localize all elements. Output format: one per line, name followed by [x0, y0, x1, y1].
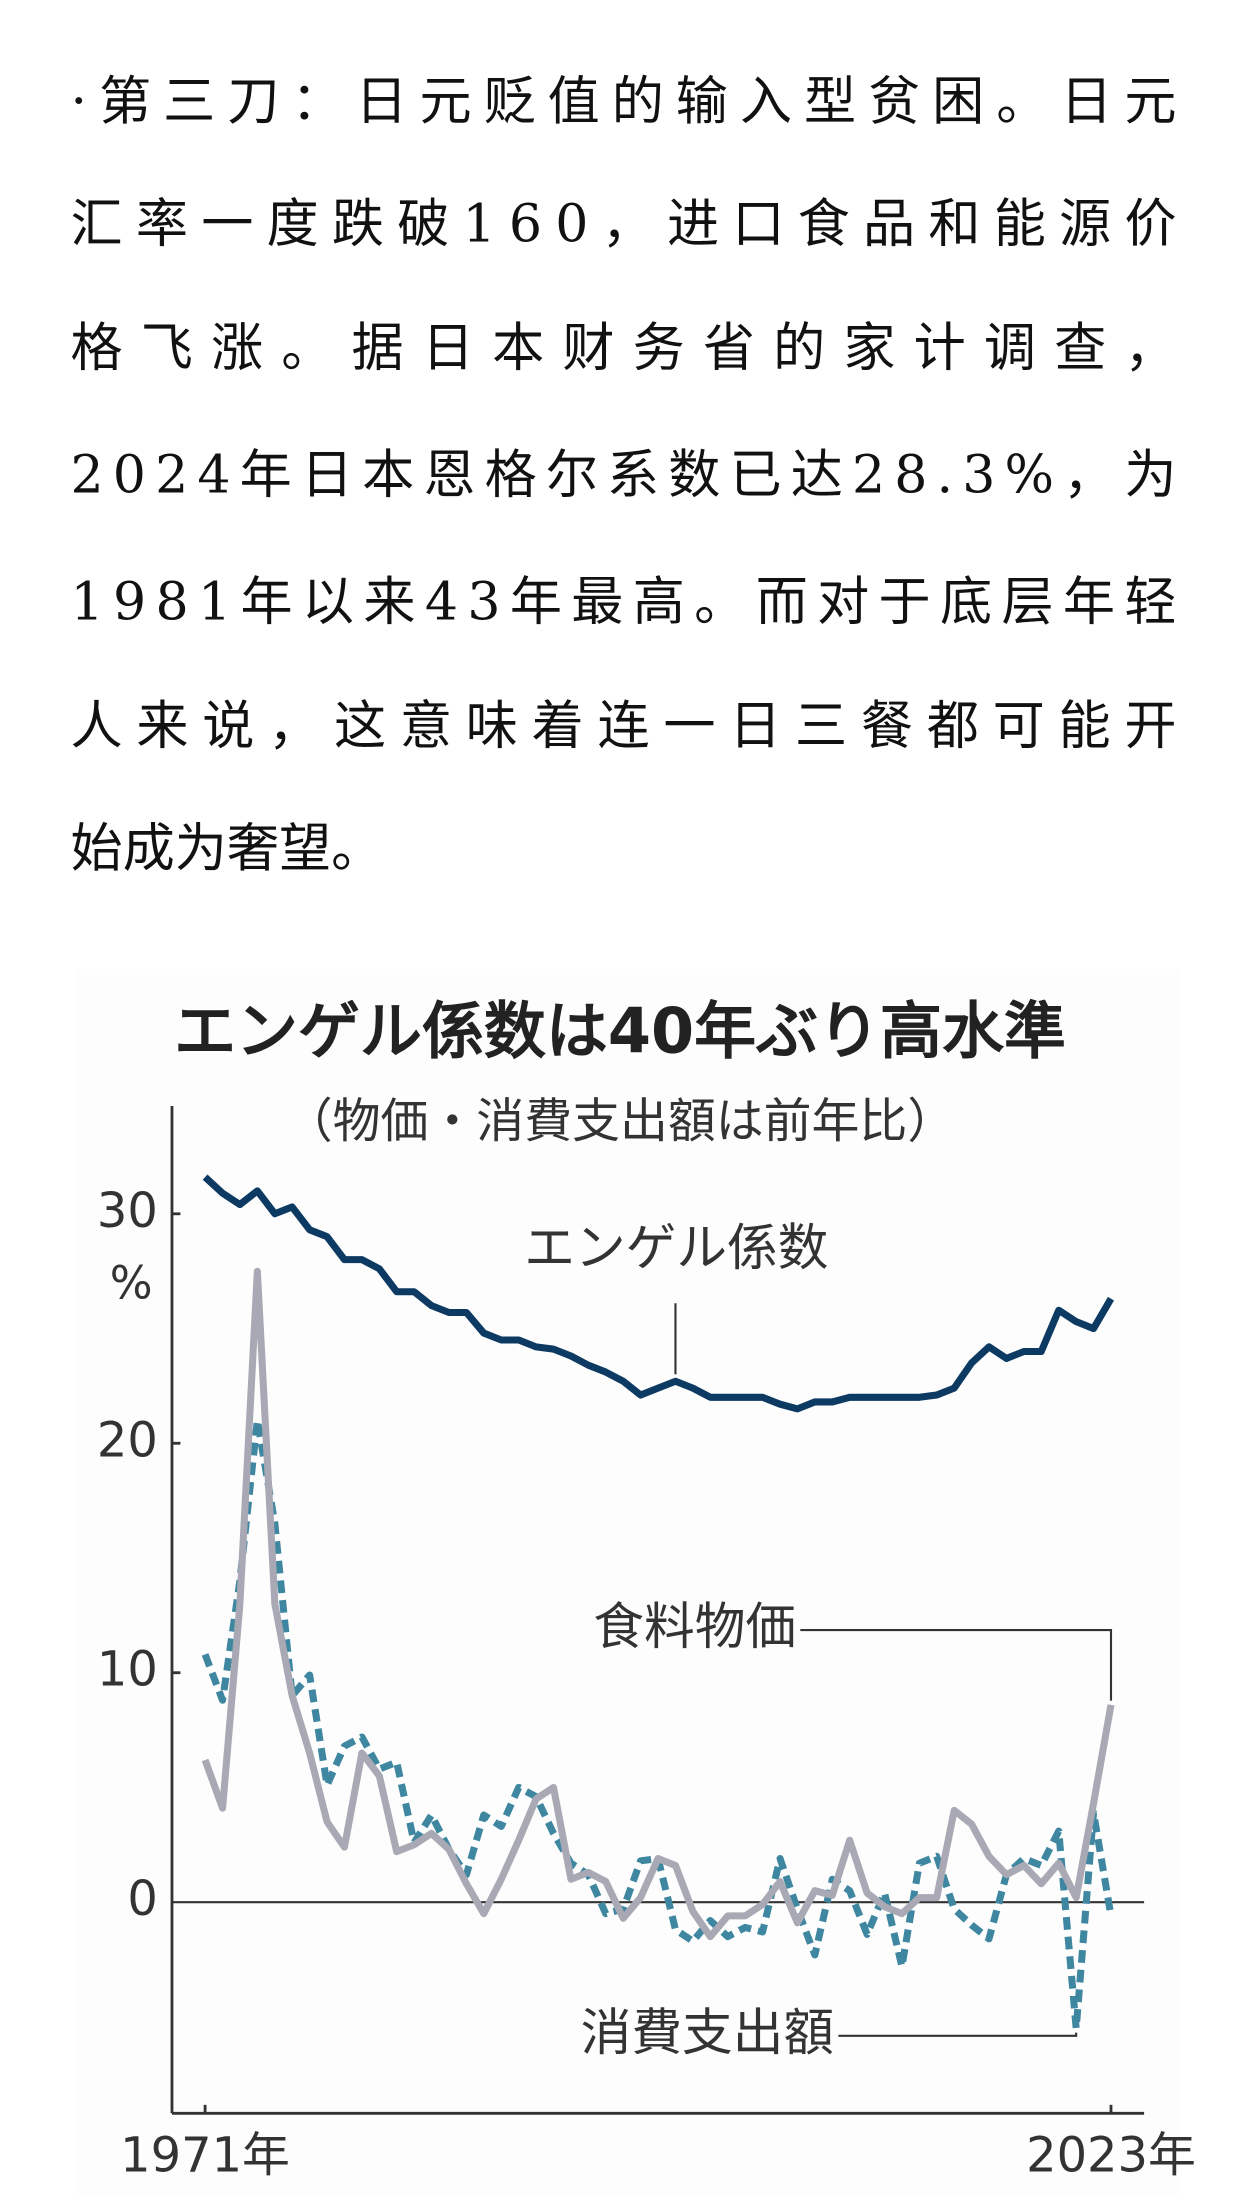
series-label: 食料物価 [593, 1597, 796, 1656]
paragraph-line: 人来说，这意味着连一日三餐都可能开 [71, 696, 1177, 756]
chart-subtitle: （物価・消費支出額は前年比） [285, 1094, 955, 1149]
y-unit: % [110, 1256, 153, 1309]
series-line [202, 1174, 1115, 1413]
series-label: エンゲル係数 [524, 1218, 828, 1277]
y-tick-label: 20 [97, 1413, 158, 1468]
paragraph-line: ·第三刀：日元贬值的输入型贫困。日元 [71, 72, 1177, 132]
paragraph-line: 2024年日本恩格尔系数已达28.3%，为 [71, 446, 1177, 506]
chart-background [77, 969, 1181, 2195]
series-label: 消費支出額 [581, 2003, 835, 2062]
leader-line [838, 2032, 1078, 2037]
y-tick-label: 10 [97, 1643, 158, 1698]
y-tick-label: 30 [97, 1184, 158, 1239]
x-tick-label: 1971年 [120, 2128, 290, 2183]
x-tick-label: 2023年 [1026, 2128, 1196, 2183]
paragraph-line: 汇率一度跌破160，进口食品和能源价 [71, 195, 1177, 255]
leader-line [800, 1628, 1113, 1701]
series-line [201, 1267, 1115, 1941]
paragraph-line: 格飞涨。据日本财务省的家计调查， [71, 319, 1177, 379]
series-line [201, 1416, 1115, 2032]
paragraph-line: 始成为奢望。 [71, 819, 384, 879]
chart-title: エンゲル係数は40年ぶり高水準 [174, 995, 1066, 1068]
paragraph-line: 1981年以来43年最高。而对于底层年轻 [71, 572, 1177, 632]
y-tick-label: 0 [127, 1872, 157, 1927]
